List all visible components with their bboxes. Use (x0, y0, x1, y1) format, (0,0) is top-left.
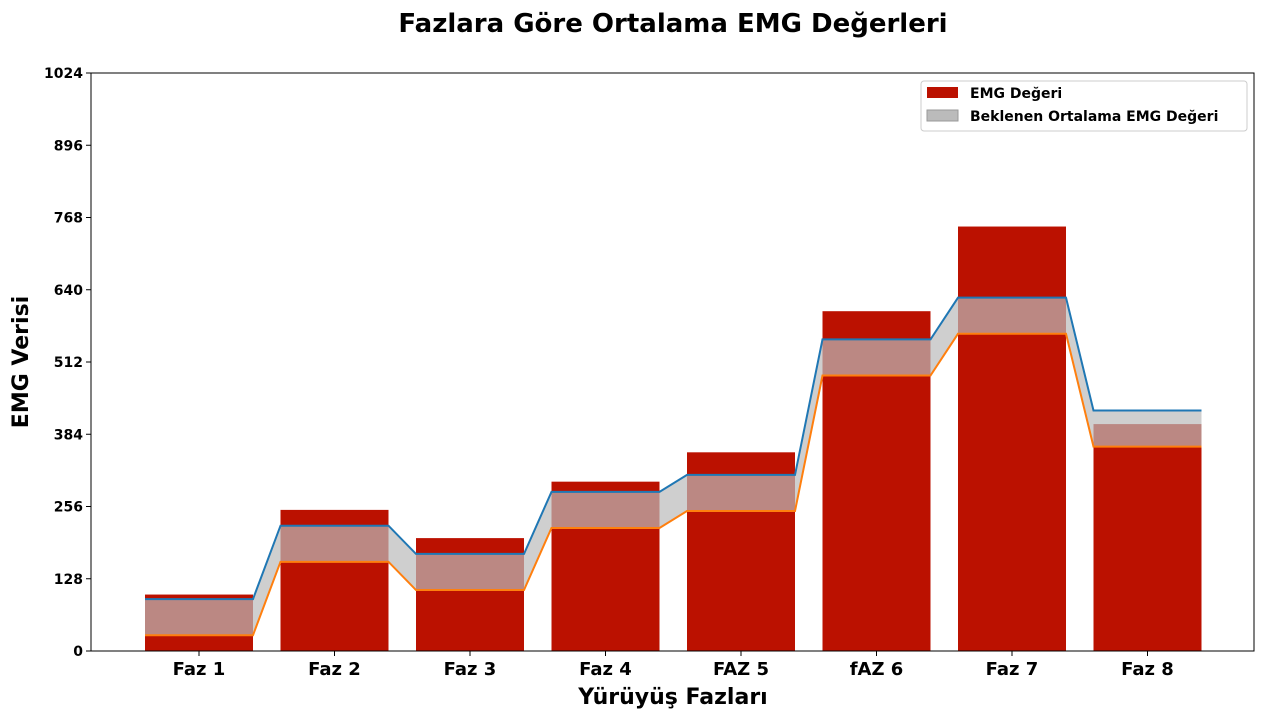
expected-band-area (145, 297, 1202, 636)
y-tick-label: 768 (54, 211, 83, 227)
legend-swatch-expected (926, 109, 959, 122)
x-axis-label: Yürüyüş Fazları (577, 685, 767, 710)
bar-7 (958, 226, 1066, 651)
x-tick-label: Faz 2 (308, 659, 361, 680)
legend-label-emg: EMG Değeri (970, 86, 1062, 102)
bars-group (145, 226, 1202, 651)
expected-band-group (145, 296, 1202, 637)
x-tick-label: FAZ 5 (713, 659, 769, 680)
y-tick-label: 640 (54, 283, 83, 299)
expected-upper-line (145, 296, 1202, 601)
chart-title: Fazlara Göre Ortalama EMG Değerleri (398, 9, 947, 39)
y-tick-label: 512 (54, 355, 83, 371)
y-tick-label: 384 (54, 427, 83, 443)
x-tick-label: Faz 4 (579, 659, 632, 680)
y-tick-label: 896 (54, 138, 83, 154)
legend-label-expected: Beklenen Ortalama EMG Değeri (970, 109, 1218, 125)
legend-box (920, 80, 1248, 132)
y-tick-label: 256 (54, 500, 83, 516)
legend-swatch-emg (927, 87, 958, 98)
x-tick-label: Faz 7 (986, 659, 1039, 680)
x-axis: Faz 1 Faz 2 Faz 3 Faz 4 FAZ 5 fAZ 6 Faz 7 Faz 8 (173, 651, 1174, 680)
y-axis-label: EMG Verisi (9, 296, 34, 428)
bar-8 (1093, 424, 1202, 651)
y-tick-label: 1024 (44, 66, 83, 82)
x-tick-label: Faz 3 (444, 659, 497, 680)
y-axis: 0 128 256 384 512 640 768 896 1024 (44, 66, 91, 660)
expected-lower-line (145, 332, 1202, 637)
x-tick-label: Faz 1 (173, 659, 226, 680)
y-tick-label: 128 (54, 572, 83, 588)
legend: EMG Değeri Beklenen Ortalama EMG Değeri (920, 80, 1248, 132)
y-tick-label: 0 (73, 644, 83, 660)
x-tick-label: fAZ 6 (850, 659, 904, 680)
x-tick-label: Faz 8 (1121, 659, 1174, 680)
